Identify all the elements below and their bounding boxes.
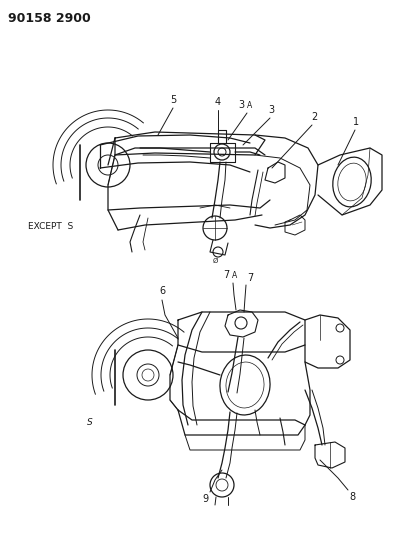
Text: A: A [247, 101, 252, 110]
Text: 90158 2900: 90158 2900 [8, 12, 91, 25]
Text: 3: 3 [268, 105, 274, 115]
Text: 7: 7 [247, 273, 253, 283]
Text: A: A [232, 271, 237, 280]
Text: 4: 4 [215, 97, 221, 107]
Text: 5: 5 [170, 95, 176, 105]
Text: 2: 2 [311, 112, 317, 122]
Text: 1: 1 [353, 117, 359, 127]
Text: 6: 6 [159, 286, 165, 296]
Text: EXCEPT  S: EXCEPT S [28, 222, 73, 231]
Text: 3: 3 [238, 100, 244, 110]
Text: Ø: Ø [212, 258, 218, 264]
Text: 7: 7 [223, 270, 229, 280]
Text: S: S [87, 418, 93, 427]
Text: 9: 9 [202, 494, 208, 504]
Text: 8: 8 [349, 492, 355, 502]
